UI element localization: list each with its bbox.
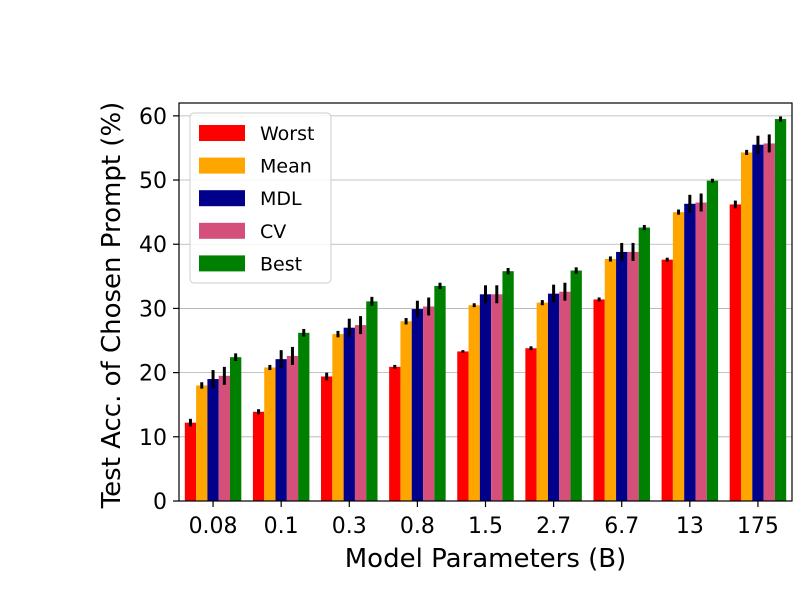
bar-cv <box>218 375 231 501</box>
bar-best <box>434 285 446 501</box>
x-tick-label: 13 <box>676 514 704 539</box>
bar-mdl <box>343 327 355 501</box>
legend-swatch-cv <box>199 222 245 239</box>
bar-cv <box>763 143 775 501</box>
bar-cv <box>423 306 435 501</box>
legend-swatch-mdl <box>199 190 245 207</box>
bar-mean <box>400 321 412 501</box>
bar-cv <box>491 294 503 501</box>
bar-cv <box>559 291 571 501</box>
bar-mean <box>332 334 344 501</box>
y-tick-label: 40 <box>139 233 167 258</box>
legend-swatch-mean <box>199 157 245 174</box>
bar-worst <box>729 204 741 501</box>
bar-mean <box>740 152 753 502</box>
bar-mean <box>468 305 480 501</box>
x-axis-ticks: 0.08 0.1 0.3 0.8 1.5 2.7 6.7 13 175 <box>189 501 779 539</box>
y-tick-label: 0 <box>153 490 167 515</box>
bar-worst <box>389 366 401 501</box>
bar-mdl <box>547 293 560 501</box>
legend-label-cv: CV <box>260 221 286 243</box>
bar-best <box>502 271 514 501</box>
legend-label-mdl: MDL <box>260 188 302 210</box>
bar-cv <box>627 251 639 501</box>
y-tick-label: 10 <box>139 426 167 451</box>
y-axis-label: Test Acc. of Chosen Prompt (%) <box>97 102 127 510</box>
y-tick-label: 50 <box>139 169 167 194</box>
bar-worst <box>252 411 265 501</box>
bar-best <box>706 180 719 501</box>
legend-label-worst: Worst <box>260 123 314 145</box>
bar-best <box>774 119 787 501</box>
bar-worst <box>457 351 469 501</box>
y-tick-label: 60 <box>139 105 167 130</box>
bar-mdl <box>616 251 628 501</box>
y-tick-label: 20 <box>139 362 167 387</box>
bar-mean <box>196 385 208 501</box>
legend-swatch-best <box>199 255 245 272</box>
bar-best <box>230 357 242 501</box>
x-tick-label: 0.1 <box>264 514 299 539</box>
bar-best <box>570 270 582 501</box>
bar-worst <box>184 422 197 501</box>
x-tick-label: 6.7 <box>604 514 639 539</box>
bar-mean <box>264 367 276 501</box>
bars <box>184 119 787 502</box>
bar-mdl <box>479 294 492 501</box>
bar-mean <box>672 212 685 501</box>
bar-worst <box>321 376 333 501</box>
bar-best <box>366 301 378 501</box>
legend-label-mean: Mean <box>260 156 312 178</box>
legend-swatch-worst <box>199 125 245 141</box>
bar-worst <box>661 259 673 501</box>
bar-cv <box>695 202 707 501</box>
x-tick-label: 0.08 <box>189 514 238 539</box>
legend-box <box>189 112 332 284</box>
bar-worst <box>525 348 537 501</box>
y-tick-label: 30 <box>139 297 167 322</box>
bar-best <box>298 332 310 501</box>
legend: Worst Mean MDL CV Best <box>189 112 332 284</box>
bar-mdl <box>752 144 764 501</box>
bar-cv <box>354 325 367 501</box>
x-tick-label: 0.3 <box>332 514 367 539</box>
bar-worst <box>593 299 605 501</box>
x-tick-label: 175 <box>737 514 779 539</box>
bar-mean <box>604 258 617 501</box>
x-tick-label: 0.8 <box>400 514 435 539</box>
x-axis-label: Model Parameters (B) <box>345 544 627 574</box>
bar-mdl <box>275 359 287 501</box>
x-tick-label: 1.5 <box>468 514 503 539</box>
bar-cv <box>286 355 299 501</box>
bar-mean <box>536 302 548 501</box>
legend-label-best: Best <box>260 253 302 275</box>
error-bars <box>188 116 783 427</box>
x-tick-label: 2.7 <box>536 514 571 539</box>
y-axis-ticks: 0 10 20 30 40 50 60 <box>139 105 179 515</box>
bar-mdl <box>411 309 424 501</box>
bar-mdl <box>684 203 696 501</box>
bar-best <box>638 227 650 502</box>
bar-mdl <box>207 379 219 501</box>
